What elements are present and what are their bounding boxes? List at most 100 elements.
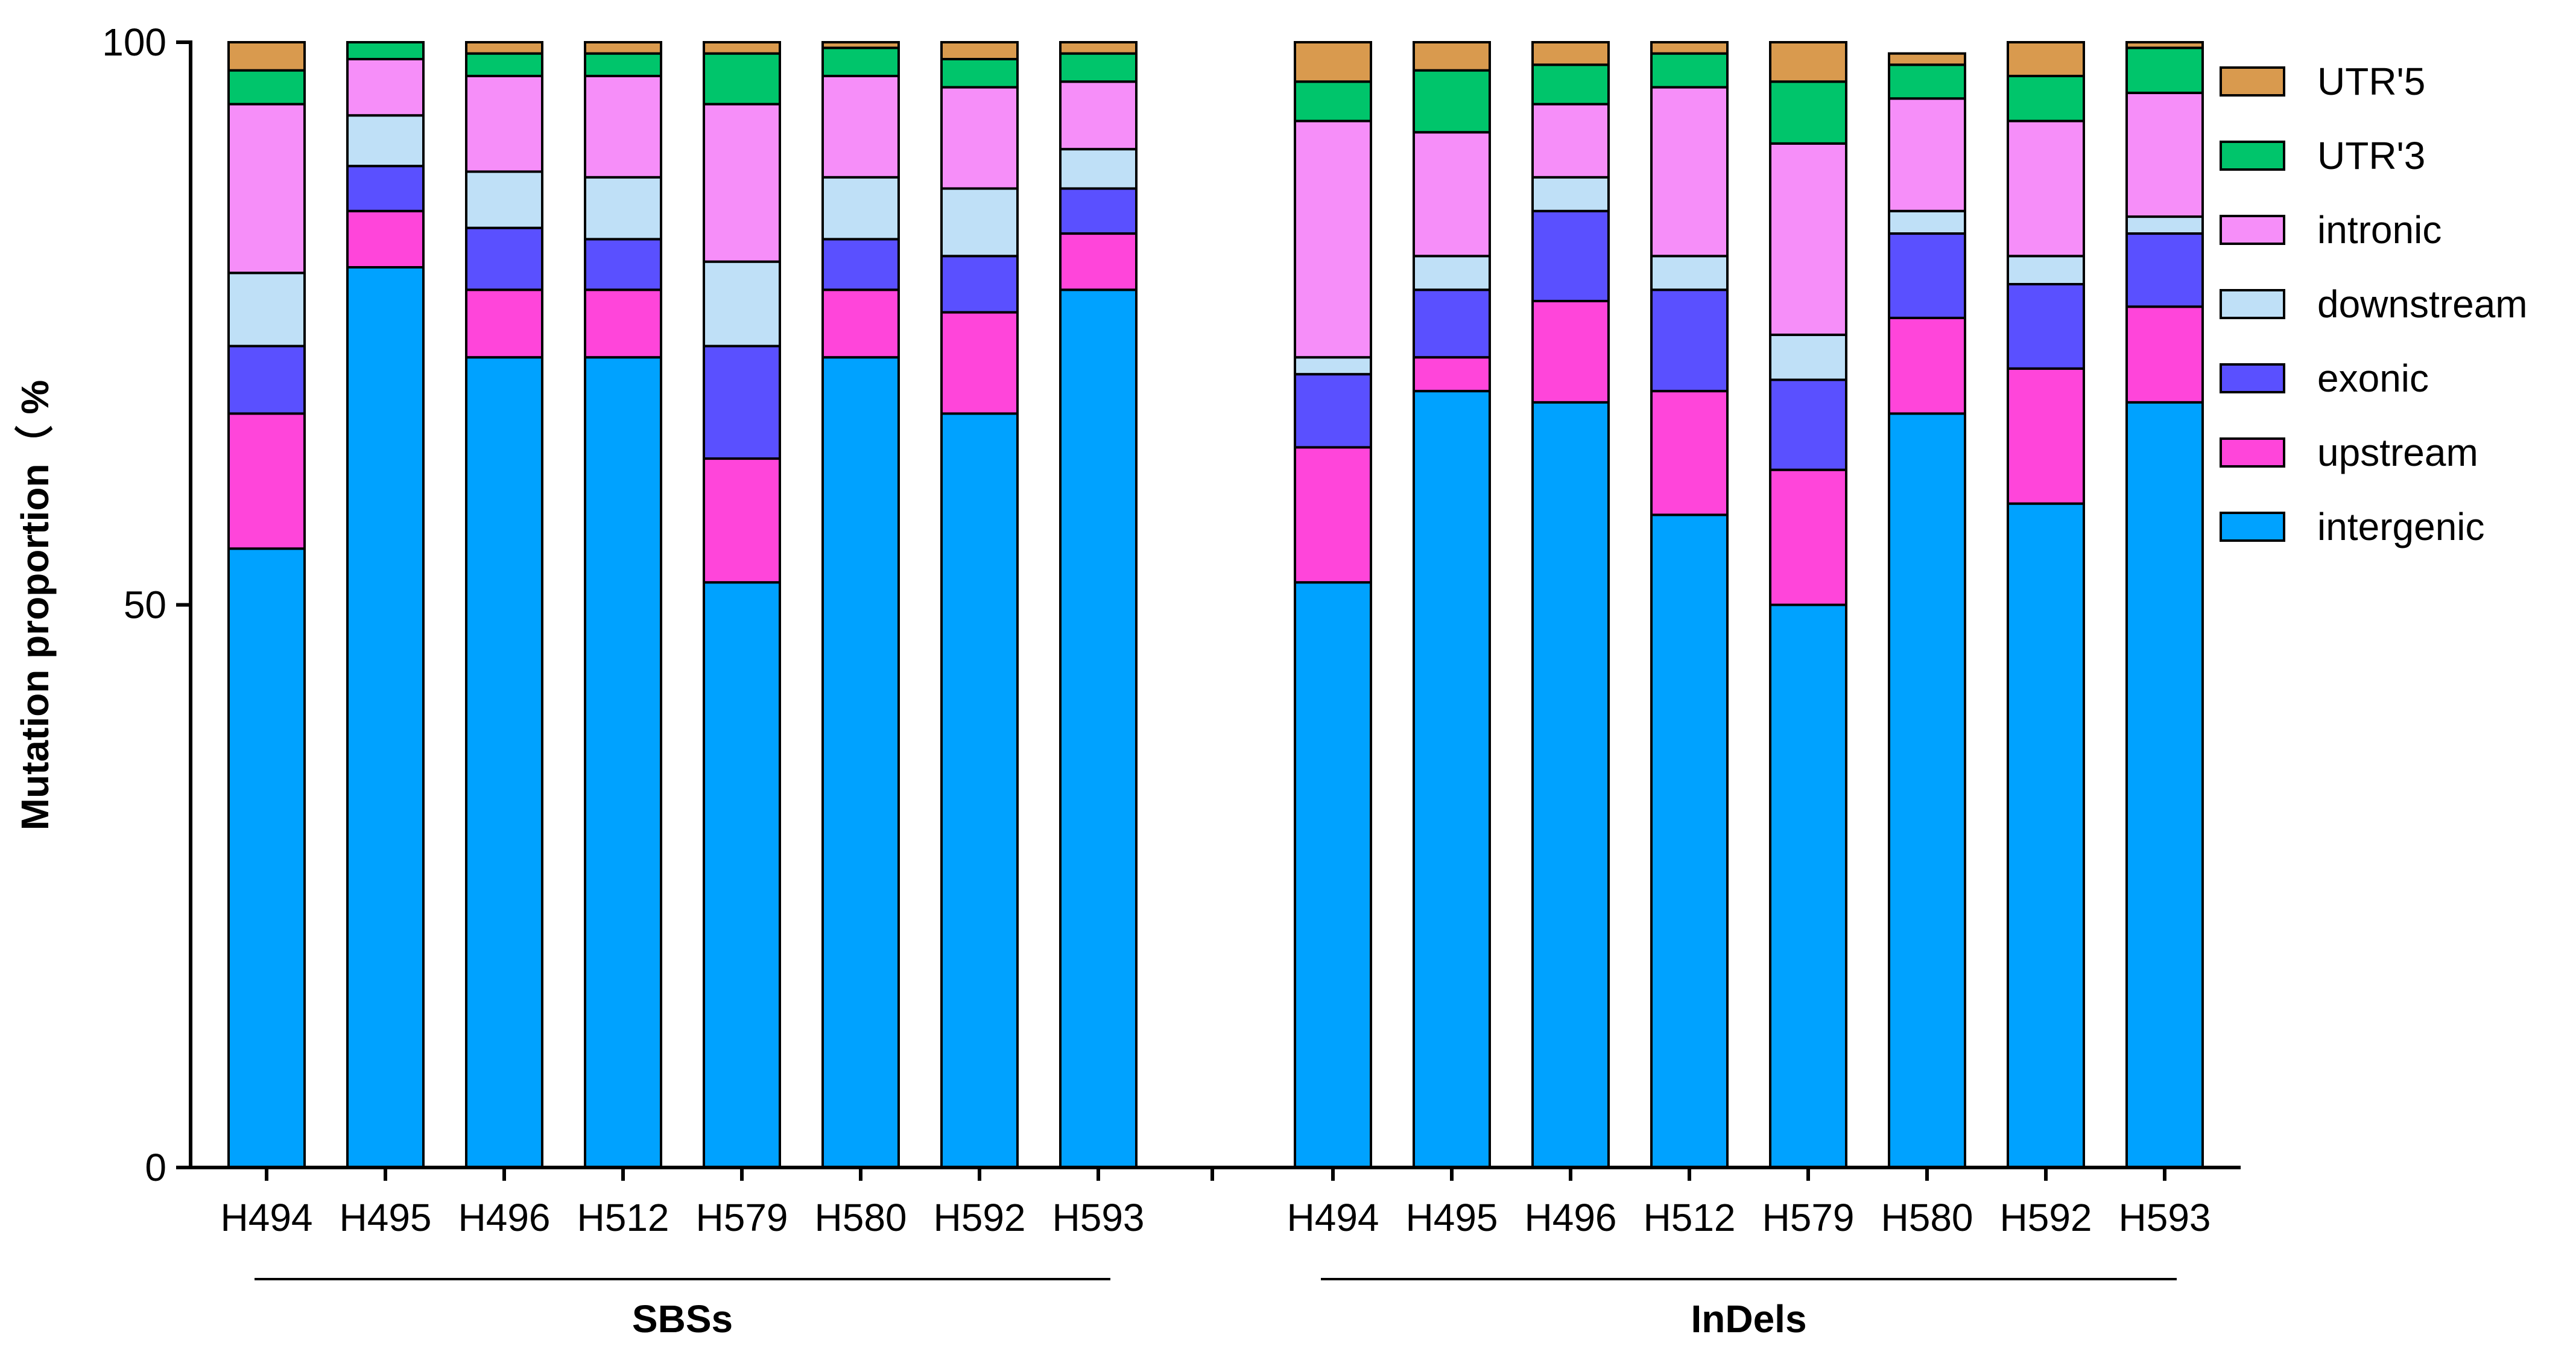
bar-segment-indels-h512-downstream	[1650, 255, 1729, 291]
legend-label: downstream	[2317, 282, 2528, 326]
bar-segment-sbss-h496-downstream	[465, 170, 543, 229]
bar-segment-sbss-h593-utr3	[1059, 52, 1138, 83]
bar-segment-indels-h593-intergenic	[2125, 401, 2204, 1169]
bar-segment-sbss-h496-intergenic	[465, 356, 543, 1169]
legend-label: UTR'5	[2317, 60, 2425, 103]
bar-segment-indels-h580-utr5	[1888, 52, 1966, 66]
bar-segment-sbss-h580-intronic	[821, 74, 900, 179]
bar-segment-sbss-h495-intergenic	[346, 266, 425, 1169]
bar-segment-indels-h593-utr5	[2125, 41, 2204, 49]
x-tick-label: H512	[577, 1196, 669, 1239]
bar-segment-indels-h496-utr5	[1531, 41, 1610, 66]
x-tick-label: H592	[2000, 1196, 2092, 1239]
x-tick-label: H494	[1287, 1196, 1379, 1239]
bar-segment-indels-h495-intronic	[1413, 131, 1491, 258]
bar-segment-indels-h495-utr3	[1413, 69, 1491, 134]
bar-segment-indels-h593-upstream	[2125, 305, 2204, 404]
bar-segment-sbss-h592-intergenic	[940, 412, 1019, 1169]
bar-segment-indels-h495-exonic	[1413, 288, 1491, 359]
y-tick-label: 0	[145, 1146, 166, 1189]
y-tick-label: 100	[102, 21, 166, 64]
legend-label: upstream	[2317, 431, 2478, 474]
legend-label: exonic	[2317, 357, 2429, 400]
bar-segment-sbss-h579-upstream	[703, 457, 781, 584]
legend-item-intronic: intronic	[2220, 208, 2442, 252]
bar-segment-sbss-h593-upstream	[1059, 232, 1138, 291]
bar-segment-sbss-h512-utr3	[584, 52, 662, 77]
bar-segment-sbss-h579-intergenic	[703, 581, 781, 1169]
bar-segment-indels-h494-upstream	[1294, 446, 1372, 584]
bar-segment-sbss-h593-downstream	[1059, 148, 1138, 190]
y-axis-title: Mutation proportion（ %	[13, 380, 57, 831]
labels-layer: H494 H495 H496 H512 H579 H580 H592 H593 SBSs H494…	[13, 21, 2211, 1341]
bar-segment-sbss-h579-utr3	[703, 52, 781, 106]
legend-swatch	[2220, 66, 2285, 97]
bar-segment-indels-h494-utr5	[1294, 41, 1372, 83]
x-tick-label: H512	[1644, 1196, 1736, 1239]
bar-segment-indels-h593-downstream	[2125, 215, 2204, 235]
legend-label: intronic	[2317, 208, 2442, 252]
bar-segment-indels-h579-utr3	[1769, 80, 1847, 145]
x-tick-label: H579	[1762, 1196, 1855, 1239]
bars-layer	[227, 41, 2204, 1169]
bar-segment-indels-h579-utr5	[1769, 41, 1847, 83]
bar-segment-sbss-h512-upstream	[584, 288, 662, 359]
bar-segment-indels-h593-exonic	[2125, 232, 2204, 308]
bar-segment-indels-h580-intronic	[1888, 97, 1966, 212]
bar-segment-sbss-h580-upstream	[821, 288, 900, 359]
bar-segment-sbss-h494-utr5	[227, 41, 306, 72]
x-tick-label: H579	[696, 1196, 788, 1239]
bar-segment-indels-h592-utr3	[2007, 74, 2085, 122]
bar-segment-sbss-h496-utr5	[465, 41, 543, 55]
bar-segment-sbss-h494-downstream	[227, 272, 306, 348]
bar-segment-sbss-h496-utr3	[465, 52, 543, 77]
bar-segment-indels-h512-utr5	[1650, 41, 1729, 55]
bar-segment-sbss-h495-upstream	[346, 209, 425, 268]
bar-segment-indels-h512-utr3	[1650, 52, 1729, 89]
bar-segment-sbss-h580-utr3	[821, 46, 900, 77]
x-tick-label: H592	[934, 1196, 1026, 1239]
bar-segment-sbss-h495-downstream	[346, 114, 425, 168]
legend-swatch	[2220, 141, 2285, 171]
bar-segment-sbss-h496-intronic	[465, 74, 543, 173]
legend: UTR'5 UTR'3 intronic downstream exonic upstre…	[2220, 60, 2528, 548]
bar-segment-indels-h580-exonic	[1888, 232, 1966, 319]
legend-swatch	[2220, 215, 2285, 245]
bar-segment-sbss-h512-exonic	[584, 238, 662, 291]
group-label-sbss: SBSs	[632, 1297, 733, 1341]
legend-item-intergenic: intergenic	[2220, 505, 2485, 548]
y-tick-label: 50	[124, 583, 166, 627]
legend-swatch	[2220, 512, 2285, 542]
bar-segment-indels-h592-upstream	[2007, 367, 2085, 505]
bar-segment-sbss-h593-utr5	[1059, 41, 1138, 55]
legend-item-upstream: upstream	[2220, 431, 2478, 474]
bar-segment-sbss-h579-downstream	[703, 260, 781, 348]
bar-segment-sbss-h592-utr3	[940, 57, 1019, 89]
x-tick-label: H593	[1052, 1196, 1145, 1239]
bar-segment-indels-h579-intronic	[1769, 142, 1847, 336]
bar-segment-indels-h495-downstream	[1413, 255, 1491, 291]
bar-segment-sbss-h592-downstream	[940, 187, 1019, 258]
bar-segment-indels-h494-downstream	[1294, 356, 1372, 376]
bar-segment-indels-h592-intronic	[2007, 119, 2085, 258]
bar-segment-indels-h496-downstream	[1531, 176, 1610, 212]
bar-segment-indels-h593-intronic	[2125, 91, 2204, 218]
bar-segment-sbss-h580-exonic	[821, 238, 900, 291]
legend-swatch	[2220, 289, 2285, 319]
legend-swatch	[2220, 363, 2285, 393]
bar-segment-indels-h592-exonic	[2007, 282, 2085, 370]
group-label-indels: InDels	[1691, 1297, 1806, 1341]
bar-segment-sbss-h579-utr5	[703, 41, 781, 55]
bar-segment-sbss-h592-exonic	[940, 255, 1019, 314]
bar-segment-sbss-h580-downstream	[821, 176, 900, 241]
x-tick-label: H495	[340, 1196, 432, 1239]
bar-segment-indels-h579-exonic	[1769, 378, 1847, 471]
bar-segment-sbss-h495-exonic	[346, 165, 425, 212]
bar-segment-sbss-h512-intergenic	[584, 356, 662, 1169]
bar-segment-indels-h580-utr3	[1888, 63, 1966, 100]
bar-segment-indels-h494-intronic	[1294, 119, 1372, 359]
bar-segment-indels-h496-exonic	[1531, 209, 1610, 302]
bar-segment-sbss-h592-utr5	[940, 41, 1019, 60]
